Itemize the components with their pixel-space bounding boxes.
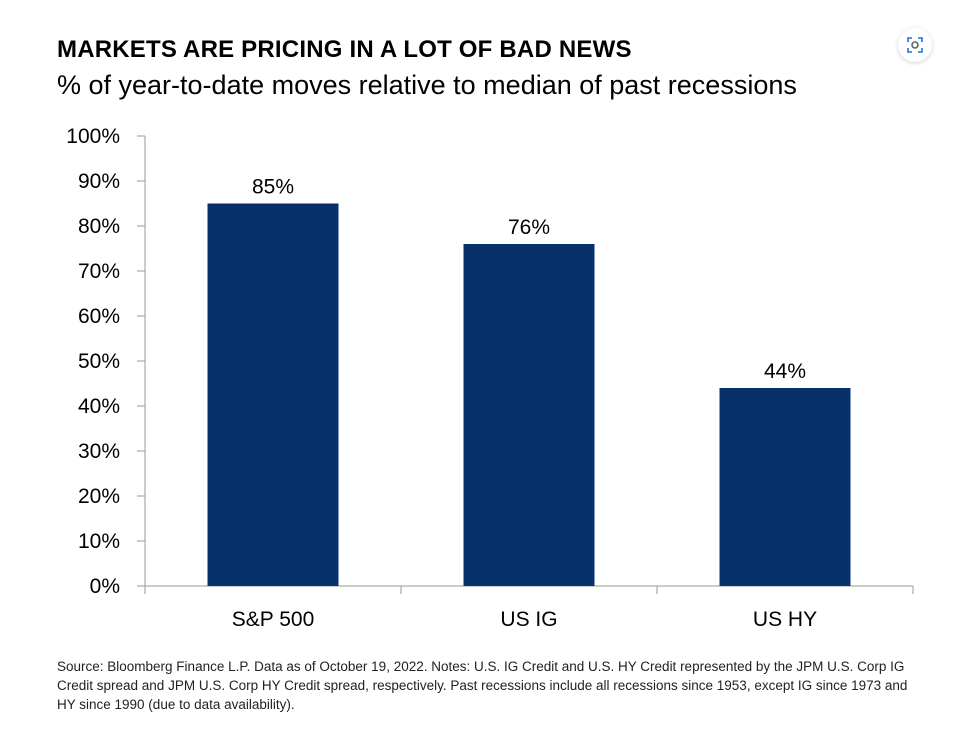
x-tick-label: S&P 500 <box>232 608 315 631</box>
y-tick-label: 50% <box>78 350 120 373</box>
y-tick-label: 10% <box>78 530 120 553</box>
x-tick-label: US IG <box>500 608 557 631</box>
y-tick-label: 100% <box>66 125 120 148</box>
data-label: 76% <box>508 216 550 239</box>
y-tick-label: 60% <box>78 305 120 328</box>
y-tick-label: 0% <box>90 575 120 598</box>
bar-chart: 0% 10% 20% 30% 40% 50% 60% 70% 80% 90% 100% 85% S&P … <box>66 125 914 631</box>
bar <box>719 388 851 586</box>
y-tick-label: 20% <box>78 485 120 508</box>
data-label: 85% <box>252 176 294 199</box>
x-tick-label: US HY <box>753 608 817 631</box>
y-tick-label: 40% <box>78 395 120 418</box>
image-search-icon <box>907 37 923 53</box>
y-tick-label: 70% <box>78 260 120 283</box>
image-search-button[interactable] <box>898 28 932 62</box>
chart-title: MARKETS ARE PRICING IN A LOT OF BAD NEWS <box>57 36 632 63</box>
y-tick-label: 30% <box>78 440 120 463</box>
data-label: 44% <box>764 360 806 383</box>
footnote: Source: Bloomberg Finance L.P. Data as o… <box>57 659 908 712</box>
bar <box>207 203 339 586</box>
bar <box>463 244 595 586</box>
chart-subtitle: % of year-to-date moves relative to medi… <box>57 70 797 100</box>
y-tick-label: 90% <box>78 170 120 193</box>
y-tick-label: 80% <box>78 215 120 238</box>
